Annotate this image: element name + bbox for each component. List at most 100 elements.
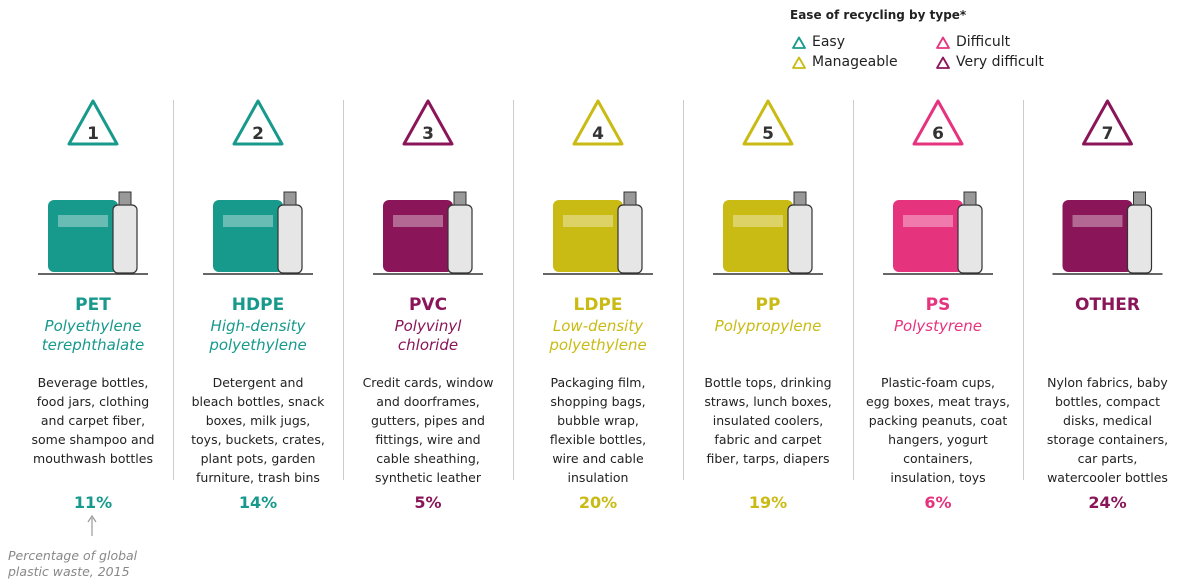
resin-uses-line: insulation	[567, 470, 629, 485]
resin-uses-line: food jars, clothing	[36, 394, 150, 409]
resin-name-line: polyethylene	[209, 336, 307, 354]
resin-share: 6%	[924, 493, 952, 512]
resin-uses-line: furniture, trash bins	[196, 470, 320, 485]
legend-triangle	[792, 36, 806, 49]
resin-uses-line: some shampoo and	[31, 432, 155, 447]
resin-code: OTHER	[1075, 295, 1140, 315]
resin-name: High-density polyethylene	[173, 317, 343, 355]
legend-triangle	[792, 56, 806, 69]
legend-swatch	[936, 56, 950, 69]
resin-name: Polystyrene	[853, 317, 1023, 336]
resin-uses-line: watercooler bottles	[1047, 470, 1168, 485]
resin-uses: Plastic-foam cups, egg boxes, meat trays,…	[853, 373, 1023, 487]
resin-name-line: polyethylene	[549, 336, 647, 354]
resin-name-line: Polyvinyl	[394, 317, 462, 335]
resin-uses-line: Packaging film,	[550, 375, 646, 390]
resin-uses-line: bottles, compact	[1054, 394, 1161, 409]
resin-name-line: terephthalate	[41, 336, 145, 354]
separator	[343, 100, 344, 480]
legend-swatch	[792, 56, 806, 69]
resin-share: 14%	[238, 493, 278, 512]
resin-code: LDPE	[573, 295, 623, 315]
legend-label: Very difficult	[956, 54, 1044, 70]
resin-uses-line: fittings, wire and	[375, 432, 481, 447]
legend-swatch	[936, 36, 950, 49]
resin-share: 11%	[73, 493, 113, 512]
resin-code: PET	[75, 295, 111, 315]
resin-uses-line: Nylon fabrics, baby	[1047, 375, 1168, 390]
legend-title: Ease of recycling by type*	[790, 8, 967, 22]
resin-uses-line: insulated coolers,	[712, 413, 824, 428]
resin-uses-line: insulation, toys	[890, 470, 986, 485]
column: PET Polyethylene terephthalate Beverage bot…	[13, 95, 173, 515]
column: LDPE Low-density polyethylene Packaging fil…	[513, 95, 683, 515]
resin-uses: Bottle tops, drinking straws, lunch boxes…	[683, 373, 853, 468]
resin-uses: Packaging film, shopping bags, bubble wrap…	[513, 373, 683, 487]
resin-uses-line: packing peanuts, coat	[868, 413, 1008, 428]
note: Percentage of global plastic waste, 2015	[8, 548, 137, 580]
legend-swatch	[792, 36, 806, 49]
column: OTHER Nylon fabrics, baby bottles, compact…	[1023, 95, 1192, 515]
note-line: plastic waste, 2015	[8, 564, 130, 579]
resin-uses-line: Detergent and	[212, 375, 304, 390]
separator	[683, 100, 684, 480]
column: PVC Polyvinyl chloride Credit cards, window…	[343, 95, 513, 515]
legend-label: Manageable	[812, 54, 898, 70]
resin-uses-line: disks, medical	[1063, 413, 1152, 428]
resin-uses: Credit cards, window and doorframes, gutte…	[343, 373, 513, 487]
resin-name: Polyvinyl chloride	[343, 317, 513, 355]
resin-code: PS	[925, 295, 951, 315]
resin-uses-line: and doorframes,	[376, 394, 480, 409]
resin-uses-line: gutters, pipes and	[371, 413, 485, 428]
resin-uses: Beverage bottles, food jars, clothing and …	[13, 373, 173, 468]
resin-uses-line: synthetic leather	[374, 470, 482, 485]
resin-share: 20%	[578, 493, 618, 512]
resin-uses-line: shopping bags,	[550, 394, 646, 409]
resin-name: Polyethylene terephthalate	[13, 317, 173, 355]
resin-uses-line: cable sheathing,	[376, 451, 480, 466]
resin-uses-line: flexible bottles,	[549, 432, 647, 447]
resin-uses-line: bleach bottles, snack	[191, 394, 325, 409]
resin-uses-line: Bottle tops, drinking	[704, 375, 832, 390]
note-line: Percentage of global	[8, 548, 138, 563]
resin-uses-line: Credit cards, window	[362, 375, 494, 390]
resin-name-line: chloride	[397, 336, 459, 354]
resin-name-line: High-density	[210, 317, 306, 335]
resin-uses-line: fiber, tarps, diapers	[706, 451, 830, 466]
resin-uses-line: plant pots, garden	[200, 451, 316, 466]
resin-uses-line: containers,	[903, 451, 973, 466]
separator	[513, 100, 514, 480]
resin-uses-line: boxes, milk jugs,	[205, 413, 311, 428]
resin-share: 24%	[1088, 493, 1127, 512]
resin-uses-line: hangers, yogurt	[888, 432, 988, 447]
resin-uses-line: and carpet fiber,	[40, 413, 146, 428]
legend-item: Manageable	[792, 54, 898, 70]
resin-name: Low-density polyethylene	[513, 317, 683, 355]
legend-item: Very difficult	[936, 54, 1044, 70]
separator	[853, 100, 854, 480]
resin-uses-line: straws, lunch boxes,	[704, 394, 832, 409]
resin-share: 5%	[414, 493, 442, 512]
separator	[173, 100, 174, 480]
legend-triangle	[936, 36, 950, 49]
resin-uses-line: storage containers,	[1046, 432, 1169, 447]
column: HDPE High-density polyethylene Detergent an…	[173, 95, 343, 515]
resin-code: PVC	[408, 295, 448, 315]
arrow-head	[87, 514, 97, 523]
resin-uses-line: car parts,	[1077, 451, 1138, 466]
resin-code: PP	[755, 295, 781, 315]
resin-name-line: Polystyrene	[894, 317, 982, 335]
resin-uses-line: toys, buckets, crates,	[191, 432, 325, 447]
resin-uses-line: Plastic-foam cups,	[880, 375, 995, 390]
legend-item: Easy	[792, 34, 845, 50]
resin-uses-line: mouthwash bottles	[33, 451, 153, 466]
legend-triangle	[936, 56, 950, 69]
column: PS Polystyrene Plastic-foam cups, egg boxes…	[853, 95, 1023, 515]
legend-label: Easy	[812, 34, 846, 50]
resin-code: HDPE	[231, 295, 285, 315]
resin-name-line: Polyethylene	[44, 317, 142, 335]
column: PP Polypropylene Bottle tops, drinking stra…	[683, 95, 853, 515]
legend-item: Difficult	[936, 34, 1010, 50]
legend-label: Difficult	[956, 34, 1011, 50]
